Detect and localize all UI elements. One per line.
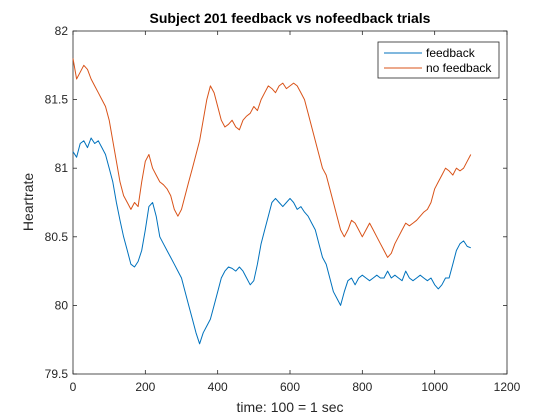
x-tick-label: 200 [135,380,155,394]
plot-area [72,30,508,375]
x-tick-label: 1000 [421,380,448,394]
legend-box [377,41,500,79]
series-layer [72,58,472,345]
x-axis-label: time: 100 = 1 sec [236,399,343,415]
axis-ticks [72,30,508,375]
x-tick-label: 1200 [494,380,521,394]
x-tick-label: 600 [280,380,300,394]
chart-title: Subject 201 feedback vs nofeedback trial… [150,10,431,26]
y-tick-label: 82 [55,24,69,38]
y-tick-label: 81.5 [45,93,69,107]
legend: feedback no feedback [377,41,500,79]
y-tick-label: 80.5 [45,230,69,244]
legend-label-no-feedback: no feedback [426,61,492,75]
x-tick-label: 400 [208,380,228,394]
x-tick-label: 800 [352,380,372,394]
x-tick-label: 0 [70,380,77,394]
y-tick-label: 81 [55,161,69,175]
axis-tick-labels: 0 200 400 600 800 1000 1200 79.5 80 80.5 81 81.5 82 [45,24,521,394]
series-line-feedback [72,137,471,345]
y-axis-label: Heartrate [20,173,36,232]
y-tick-label: 79.5 [45,367,69,381]
y-tick-label: 80 [55,298,69,312]
series-line-no-feedback [72,58,472,258]
legend-label-feedback: feedback [426,46,476,60]
